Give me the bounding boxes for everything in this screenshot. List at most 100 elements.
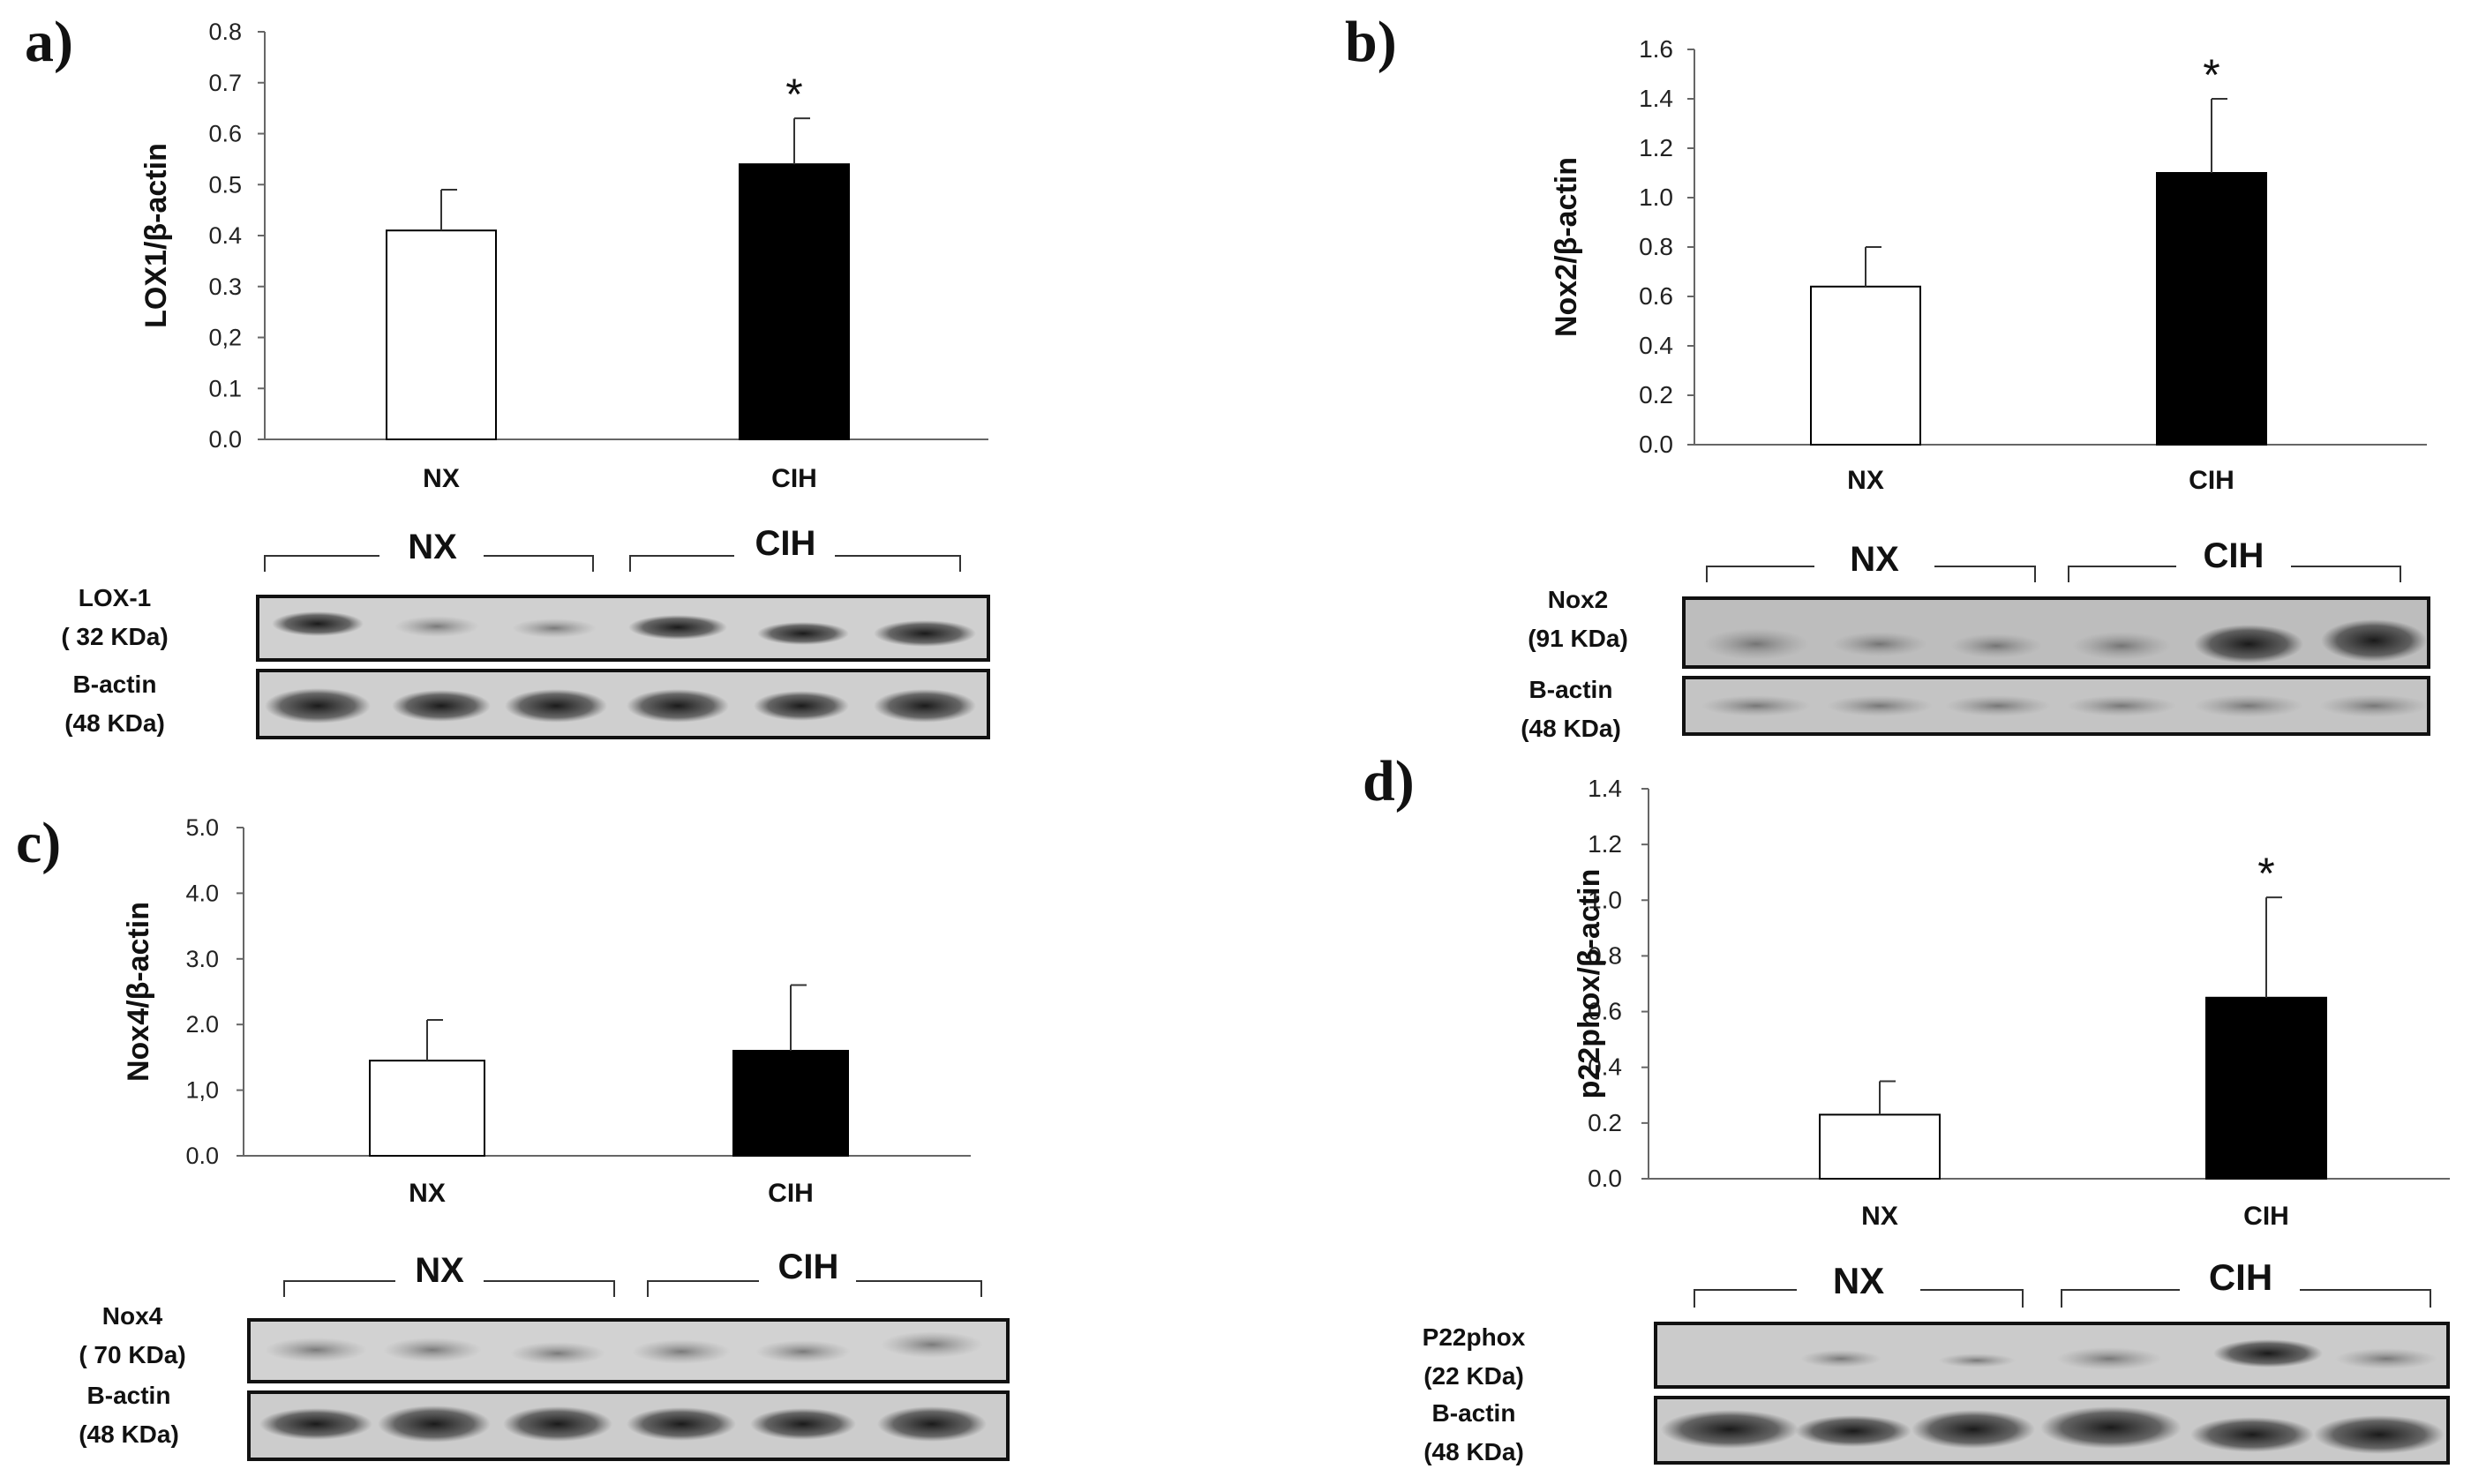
blot-b-group-cih: CIH xyxy=(2203,536,2264,575)
blot-d-group-nx: NX xyxy=(1832,1260,1885,1301)
chart-1-bar-nx xyxy=(386,229,497,440)
chart-4-y-tick-label: 1.4 xyxy=(1588,775,1622,802)
chart-2-bar-nx xyxy=(1810,285,1921,446)
chart-4-x-label: NX xyxy=(1861,1202,1898,1231)
chart-3-y-label: Nox4/β-actin xyxy=(122,902,155,1082)
blot-c-group-cih: CIH xyxy=(777,1248,839,1286)
blot-b-group-nx: NX xyxy=(1850,540,1899,579)
chart-1-y-tick-label: 0,2 xyxy=(208,325,242,351)
chart-4: 0.0 0.2 0.4 0.6 0.8 1.0 1.2 1.4 p22phox/β-actin N… xyxy=(1573,775,2450,1231)
blot-b-protein-label: Nox2 (91 KDa) xyxy=(1490,581,1666,658)
chart-1-y-tick-label: 0.4 xyxy=(208,222,242,249)
blot-c-control-kda: (48 KDa) xyxy=(79,1420,179,1448)
blot-a-group-cih: CIH xyxy=(755,524,816,563)
chart-1-y-tick-label: 0.0 xyxy=(208,426,242,453)
chart-1-y-tick-label: 0.8 xyxy=(208,19,242,45)
chart-3-y-tick-label: 0.0 xyxy=(185,1143,219,1169)
chart-3-y-tick-label: 5.0 xyxy=(185,814,219,841)
chart-3-x-label: NX xyxy=(409,1179,446,1208)
blot-c-protein-kda: ( 70 KDa) xyxy=(79,1341,186,1368)
blot-b-control-kda: (48 KDa) xyxy=(1521,715,1621,742)
blot-b-control-name: B-actin xyxy=(1528,676,1613,703)
blot-b xyxy=(1682,566,2430,736)
chart-2-y-tick-label: 1.2 xyxy=(1639,134,1673,161)
chart-2-x-label: NX xyxy=(1847,466,1884,495)
blot-d xyxy=(1654,1289,2450,1465)
blot-a-control-label: B-actin (48 KDa) xyxy=(26,665,203,743)
blot-a xyxy=(256,555,990,739)
chart-1-significance-marker: * xyxy=(785,70,802,119)
panel-letter-b: b) xyxy=(1345,10,1397,74)
chart-4-y-tick-label: 0.0 xyxy=(1588,1165,1622,1192)
blot-d-protein-kda: (22 KDa) xyxy=(1423,1362,1524,1390)
blot-c-control-name: B-actin xyxy=(86,1382,171,1409)
blot-d-protein-name: P22phox xyxy=(1422,1323,1526,1351)
blot-d-group-cih: CIH xyxy=(2208,1256,2273,1298)
chart-1-x-label: NX xyxy=(423,464,460,493)
blot-b-control-label: B-actin (48 KDa) xyxy=(1483,671,1659,748)
chart-2-y-tick-label: 0.2 xyxy=(1639,381,1673,408)
chart-3: 0.0 1,0 2.0 3.0 4.0 5.0 Nox4/β-actin NX CIH xyxy=(122,814,971,1208)
chart-1-y-label: LOX1/β-actin xyxy=(139,143,173,328)
chart-4-x-label: CIH xyxy=(2243,1202,2289,1231)
chart-4-y-tick-label: 1.2 xyxy=(1588,830,1622,858)
chart-1-bar-cih xyxy=(739,163,850,440)
chart-3-x-label: CIH xyxy=(768,1179,814,1208)
chart-1-x-label: CIH xyxy=(771,464,817,493)
chart-2-y-tick-label: 1.0 xyxy=(1639,184,1673,211)
blot-a-control-kda: (48 KDa) xyxy=(64,709,165,737)
chart-1-y-tick-label: 0.7 xyxy=(208,70,242,96)
blot-d-control-name: B-actin xyxy=(1431,1399,1516,1427)
chart-2-y-tick-label: 0.8 xyxy=(1639,233,1673,260)
blot-a-control-name: B-actin xyxy=(72,671,157,698)
chart-2-bar-cih xyxy=(2156,172,2267,446)
chart-3-y-tick-label: 4.0 xyxy=(185,880,219,906)
chart-2-y-tick-label: 0.6 xyxy=(1639,282,1673,310)
chart-2-significance-marker: * xyxy=(2203,50,2219,100)
blot-d-protein-label: P22phox (22 KDa) xyxy=(1386,1318,1562,1396)
chart-3-y-tick-label: 2.0 xyxy=(185,1011,219,1038)
chart-2-y-tick-label: 1.4 xyxy=(1639,85,1673,112)
blot-a-protein-kda: ( 32 KDa) xyxy=(61,623,169,650)
chart-1-y-tick-label: 0.6 xyxy=(208,121,242,147)
chart-1: 0.0 0.1 0,2 0.3 0.4 0.5 0.6 0.7 0.8 LOX1/β-actin N… xyxy=(139,19,988,493)
blot-a-protein-label: LOX-1 ( 32 KDa) xyxy=(26,579,203,656)
panel-letter-c: c) xyxy=(16,811,62,875)
panel-letter-a: a) xyxy=(25,10,73,74)
blot-a-protein-name: LOX-1 xyxy=(78,584,152,611)
panel-letter-d: d) xyxy=(1363,749,1415,813)
chart-3-bar-cih xyxy=(732,1049,849,1157)
blot-c-protein-label: Nox4 ( 70 KDa) xyxy=(44,1297,221,1375)
chart-4-bar-nx xyxy=(1819,1113,1941,1180)
chart-4-y-tick-label: 0.2 xyxy=(1588,1109,1622,1136)
blot-d-control-kda: (48 KDa) xyxy=(1423,1438,1524,1465)
chart-4-y-tick-label: 1.0 xyxy=(1588,886,1622,913)
chart-1-y-tick-label: 0.1 xyxy=(208,375,242,401)
blot-d-control-label: B-actin (48 KDa) xyxy=(1386,1394,1562,1472)
chart-3-y-tick-label: 3.0 xyxy=(185,946,219,972)
blot-b-protein-name: Nox2 xyxy=(1547,586,1609,613)
chart-4-y-tick-label: 0.8 xyxy=(1588,941,1622,969)
chart-2-x-label: CIH xyxy=(2189,466,2234,495)
chart-1-y-tick-label: 0.5 xyxy=(208,171,242,198)
chart-2: 0.0 0.2 0.4 0.6 0.8 1.0 1.2 1.4 1.6 Nox2/β-actin N… xyxy=(1550,35,2427,495)
blot-b-protein-kda: (91 KDa) xyxy=(1528,625,1628,652)
chart-4-y-tick-label: 0.6 xyxy=(1588,998,1622,1025)
blot-c-control-label: B-actin (48 KDa) xyxy=(41,1376,217,1454)
blot-c-protein-name: Nox4 xyxy=(101,1302,163,1330)
chart-4-significance-marker: * xyxy=(2257,849,2274,898)
chart-2-y-label: Nox2/β-actin xyxy=(1550,157,1583,337)
chart-2-y-tick-label: 1.6 xyxy=(1639,35,1673,63)
chart-3-y-tick-label: 1,0 xyxy=(185,1077,219,1104)
chart-2-y-tick-label: 0.4 xyxy=(1639,332,1673,359)
chart-3-bar-nx xyxy=(369,1060,485,1157)
chart-4-y-label: p22phox/β-actin xyxy=(1573,869,1606,1099)
blot-a-group-nx: NX xyxy=(408,528,457,566)
blot-c xyxy=(247,1280,1010,1461)
chart-2-y-tick-label: 0.0 xyxy=(1639,431,1673,458)
chart-1-y-tick-label: 0.3 xyxy=(208,274,242,300)
chart-4-y-tick-label: 0.4 xyxy=(1588,1053,1622,1081)
blot-c-group-nx: NX xyxy=(415,1251,464,1290)
